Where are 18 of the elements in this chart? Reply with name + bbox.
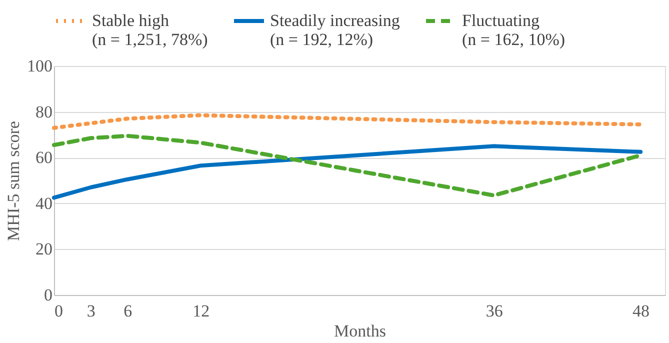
x-tick-label: 6 — [124, 302, 132, 320]
legend-label: Stable high (n = 1,251, 78%) — [92, 11, 208, 49]
y-tick-label: 80 — [36, 102, 52, 122]
legend-label: Fluctuating (n = 162, 10%) — [462, 11, 566, 49]
y-tick-label: 0 — [44, 286, 52, 304]
x-tick-label: 3 — [86, 302, 96, 320]
line-series — [52, 113, 643, 130]
x-tick-label: 36 — [486, 302, 503, 320]
y-tick-label: 100 — [27, 56, 52, 76]
line-series — [52, 144, 643, 200]
x-tick-label: 48 — [632, 302, 650, 320]
y-tick-label: 60 — [36, 148, 52, 168]
y-axis-title: MHI-5 sum score — [4, 121, 23, 241]
y-tick-label: 40 — [36, 194, 52, 213]
x-axis-title: Months — [334, 322, 386, 340]
legend-label: Steadily increasing (n = 192, 12%) — [270, 11, 400, 49]
y-tick-label: 20 — [36, 240, 52, 259]
x-tick-label: 12 — [192, 302, 210, 320]
